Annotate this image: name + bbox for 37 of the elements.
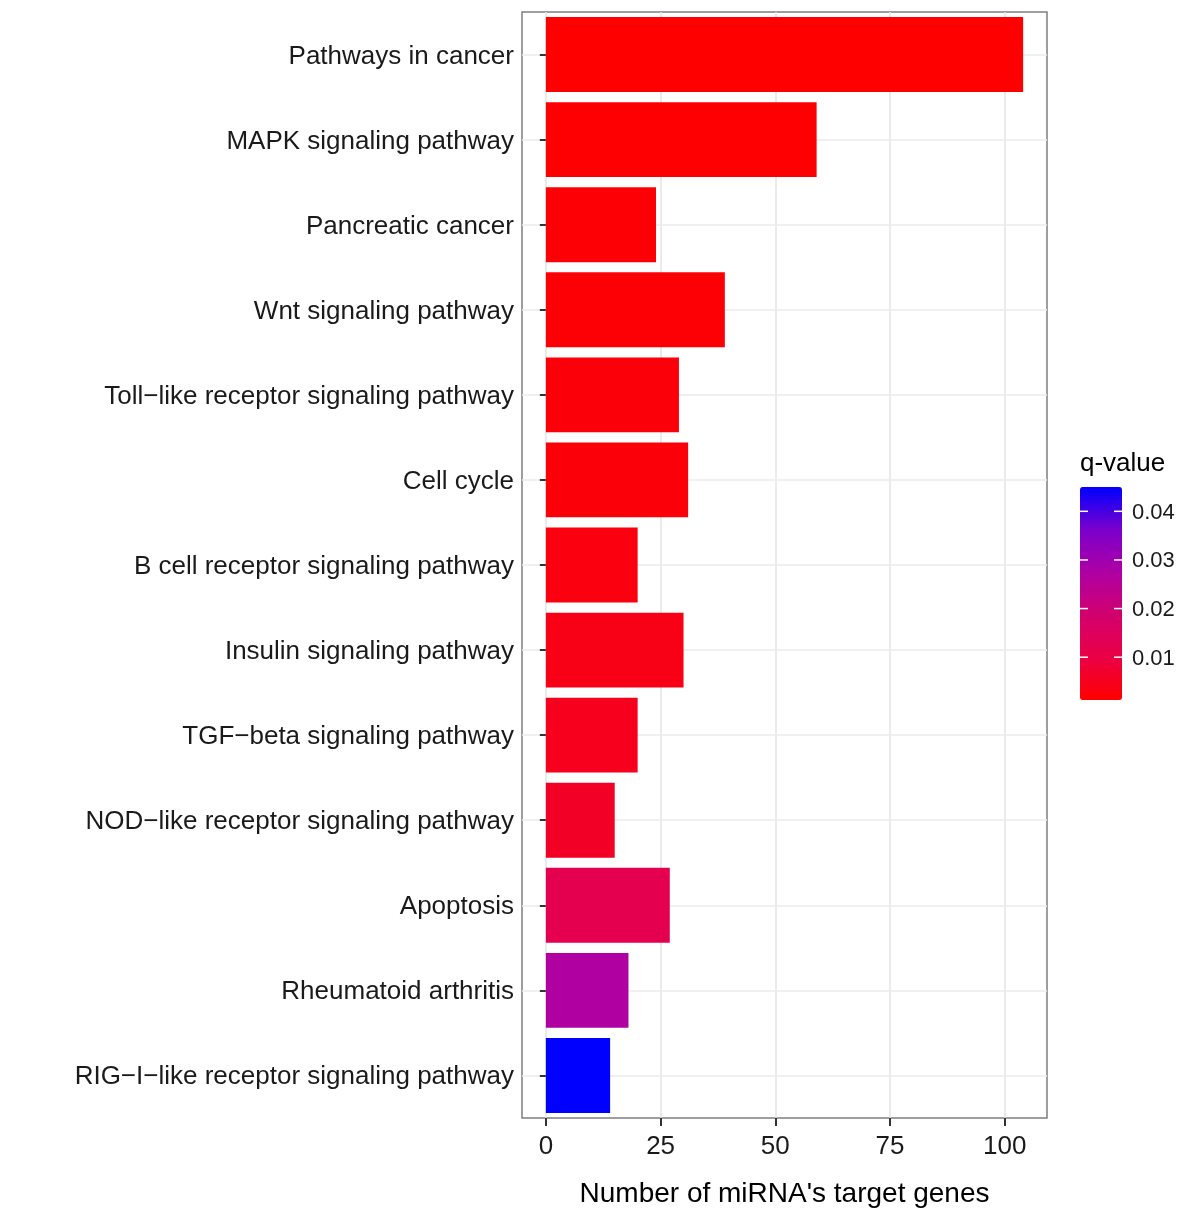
y-tick-label: TGF−beta signaling pathway — [182, 720, 514, 751]
color-bar-label: 0.02 — [1132, 596, 1175, 622]
bar — [545, 187, 656, 263]
y-tick-label: Pathways in cancer — [288, 39, 515, 70]
color-bar-title: q-value — [1080, 447, 1166, 477]
y-tick-label: Rheumatoid arthritis — [281, 975, 514, 1006]
bar — [545, 102, 817, 178]
y-tick-label: Cell cycle — [402, 464, 514, 495]
bar — [545, 17, 1024, 92]
bar — [545, 1038, 611, 1113]
y-tick-label: RIG−I−like receptor signaling pathway — [74, 1060, 514, 1091]
bar — [545, 357, 679, 433]
y-tick-label: Toll−like receptor signaling pathway — [104, 379, 514, 410]
color-bar-label: 0.01 — [1132, 644, 1175, 670]
y-tick-label: Pancreatic cancer — [305, 209, 515, 240]
x-tick-label: 100 — [983, 1130, 1027, 1160]
color-bar-label: 0.03 — [1132, 547, 1175, 573]
y-tick-label: MAPK signaling pathway — [226, 124, 514, 155]
color-bar-label: 0.04 — [1132, 498, 1175, 524]
x-axis-title: Number of miRNA's target genes — [579, 1176, 990, 1208]
y-tick-label: Insulin signaling pathway — [224, 635, 514, 666]
bar — [545, 782, 615, 858]
bar — [545, 612, 684, 688]
y-tick-label: NOD−like receptor signaling pathway — [85, 805, 514, 836]
bar — [545, 272, 725, 348]
bar — [545, 442, 689, 518]
x-tick-label: 0 — [538, 1130, 554, 1160]
y-tick-label: Apoptosis — [399, 890, 514, 921]
bar — [545, 867, 670, 943]
y-tick-label: Wnt signaling pathway — [253, 294, 514, 325]
y-tick-label: B cell receptor signaling pathway — [133, 550, 514, 580]
x-tick-label: 50 — [760, 1130, 790, 1160]
x-tick-label: 75 — [875, 1130, 905, 1160]
x-tick-label: 25 — [646, 1130, 676, 1160]
bar — [545, 952, 629, 1028]
bar — [545, 527, 638, 603]
bar — [545, 697, 638, 773]
